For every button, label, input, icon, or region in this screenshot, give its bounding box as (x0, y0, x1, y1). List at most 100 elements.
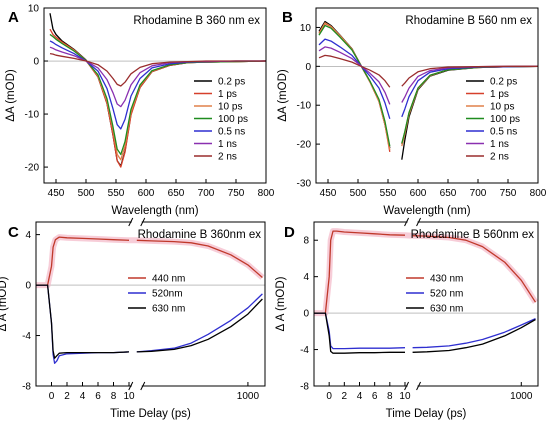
legend-label: 100 ps (490, 114, 520, 125)
axis-break-mark (128, 217, 146, 227)
y-tick-label: -8 (22, 382, 31, 393)
legend-label: 440 nm (152, 274, 185, 285)
legend-label: 0.2 ps (218, 77, 245, 88)
x-tick-label: 750 (500, 188, 517, 199)
x-tick-label: 2 (342, 391, 348, 402)
x-tick-label: 450 (320, 188, 337, 199)
panel-title: Rhodamine B 360nm ex (138, 229, 262, 241)
legend-label: 1 ns (218, 139, 237, 150)
x-tick-label: 600 (410, 188, 427, 199)
x-tick-label: 500 (350, 188, 367, 199)
x-tick-label: 2 (64, 391, 70, 402)
legend-label: 10 ps (490, 102, 514, 113)
x-tick-label: 750 (228, 188, 245, 199)
x-tick-label: 8 (387, 391, 393, 402)
plot-frame (43, 7, 267, 184)
x-tick-label: 6 (95, 391, 101, 402)
panel-letter-B: B (282, 9, 293, 26)
legend-label: 10 ps (218, 102, 242, 113)
y-tick-label: 10 (300, 23, 312, 34)
legend-label: 520nm (152, 289, 183, 300)
legend-label: 0.5 ns (490, 127, 517, 138)
x-axis-label: Time Delay (ps) (110, 408, 191, 420)
panel-A: A 450 500 550 600 650 700 750 800 -20 -10 0 10 Wavele… (5, 4, 275, 218)
x-tick-label: 6 (372, 391, 378, 402)
x-tick-label: 700 (470, 188, 487, 199)
x-tick-label: 1000 (237, 391, 260, 402)
legend-label: 430 nm (430, 274, 463, 285)
panel-B: B 450 500 550 600 650 700 750 800 -30 -20 -10 0 10 Wav… (277, 7, 547, 217)
y-tick-label: 0 (305, 62, 311, 73)
y-tick-label: -20 (297, 140, 312, 151)
y-tick-label: -4 (22, 331, 31, 342)
axis-break-mark (404, 381, 422, 391)
y-tick-label: 0 (25, 281, 31, 292)
x-tick-label: 4 (357, 391, 363, 402)
x-tick-label: 800 (258, 188, 275, 199)
legend-label: 2 ns (490, 152, 509, 163)
y-axis-label: ΔA (mOD) (277, 69, 289, 122)
x-axis-label: Wavelength (nm) (383, 205, 470, 217)
panel-letter-C: C (8, 224, 19, 241)
legend-label: 1 ps (490, 89, 509, 100)
y-axis-label: Δ A (mOD) (275, 276, 287, 331)
noise-band (36, 234, 265, 289)
legend-label: 630 nm (152, 304, 185, 315)
x-tick-label: 800 (530, 188, 547, 199)
series-line-630-nm (314, 312, 536, 354)
panel-title: Rhodamine B 560 nm ex (405, 15, 532, 27)
series-line-630-nm (36, 284, 263, 359)
legend-label: 520 nm (430, 289, 463, 300)
x-tick-label: 700 (198, 188, 215, 199)
x-tick-label: 0 (49, 391, 55, 402)
x-axis-label: Wavelength (nm) (111, 205, 198, 217)
x-tick-label: 600 (138, 188, 155, 199)
y-tick-label: -10 (25, 110, 40, 121)
x-tick-label: 10 (123, 391, 135, 402)
noise-band (314, 228, 539, 317)
y-tick-label: 0 (33, 57, 39, 68)
legend-label: 2 ns (218, 152, 237, 163)
legend-label: 0.2 ps (490, 77, 517, 88)
y-tick-label: 0 (303, 309, 309, 320)
y-axis-label: ΔA (mOD) (5, 69, 17, 122)
plot-frame (315, 7, 539, 184)
panel-title: Rhodamine B 560nm ex (411, 229, 535, 241)
plot-frame (35, 221, 266, 387)
x-tick-label: 500 (78, 188, 95, 199)
x-tick-label: 8 (111, 391, 117, 402)
x-tick-label: 1000 (510, 391, 533, 402)
series-line-2-ns (49, 52, 266, 87)
panel-title: Rhodamine B 360 nm ex (133, 15, 260, 27)
y-tick-label: 10 (28, 4, 40, 15)
y-tick-label: -8 (300, 382, 309, 393)
legend-label: 100 ps (218, 114, 248, 125)
x-tick-label: 0 (326, 391, 332, 402)
y-axis-label: Δ A (mOD) (0, 276, 9, 331)
legend-label: 630 nm (430, 304, 463, 315)
y-tick-label: 4 (25, 230, 31, 241)
x-tick-label: 650 (440, 188, 457, 199)
y-tick-label: -20 (25, 163, 40, 174)
y-tick-label: 4 (303, 272, 309, 283)
y-tick-label: -30 (297, 179, 312, 190)
series-line-440-nm (36, 236, 263, 286)
panel-letter-A: A (8, 9, 19, 26)
axis-break-mark (404, 217, 422, 227)
legend-label: 1 ns (490, 139, 509, 150)
x-tick-label: 10 (399, 391, 411, 402)
x-tick-label: 550 (380, 188, 397, 199)
y-tick-label: 8 (303, 236, 309, 247)
y-tick-label: -4 (300, 345, 309, 356)
x-axis-label: Time Delay (ps) (386, 408, 467, 420)
x-tick-label: 450 (48, 188, 65, 199)
axis-break-mark (128, 381, 146, 391)
series-line-520-nm (314, 312, 536, 350)
x-tick-label: 550 (108, 188, 125, 199)
legend-label: 1 ps (218, 89, 237, 100)
series-line-2-ns (318, 54, 538, 88)
x-tick-label: 650 (168, 188, 185, 199)
y-tick-label: -10 (297, 101, 312, 112)
